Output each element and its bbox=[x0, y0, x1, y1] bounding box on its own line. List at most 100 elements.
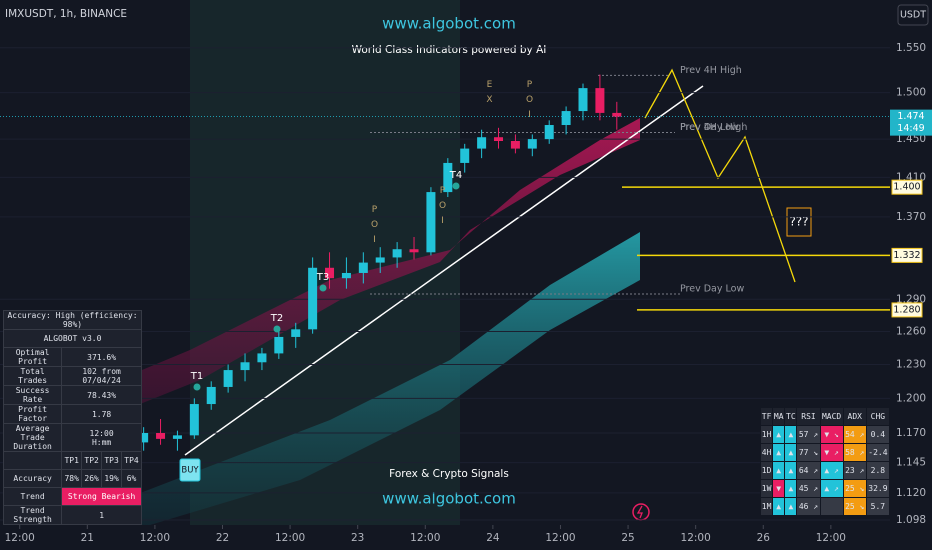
cell bbox=[2, 451, 63, 470]
monitor-row: 4H ▲ ▲ 77 ↘ ▼ ↗ 58 ↗ -2.4 bbox=[759, 443, 891, 462]
signal-label: T1 bbox=[190, 371, 203, 382]
candle-body bbox=[291, 329, 301, 337]
candle-body bbox=[139, 433, 149, 443]
x-tick-label: 21 bbox=[81, 532, 94, 544]
monitor-cell: 2.8 bbox=[865, 461, 891, 480]
candle-body bbox=[510, 141, 520, 149]
level-box bbox=[891, 179, 923, 195]
x-tick-label: 12:00 bbox=[410, 532, 440, 544]
cell: Average Trade Duration bbox=[2, 423, 63, 452]
candle-body bbox=[460, 148, 470, 163]
y-tick-label: 1.120 bbox=[896, 487, 926, 499]
cell: 371.6% bbox=[61, 347, 142, 367]
monitor-row: 1D ▲ ▲ 64 ↗ ▲ ↗ 23 ↗ 2.8 bbox=[759, 461, 891, 480]
projection-box bbox=[786, 207, 812, 237]
cell: Trend bbox=[2, 487, 63, 506]
cell: ALGOBOT v3.0 bbox=[3, 329, 142, 348]
cell: TP2 bbox=[81, 451, 103, 470]
reference-label: Prev 4H High bbox=[680, 65, 742, 76]
last-price-time: 14:49 bbox=[897, 123, 924, 134]
indicator-band bbox=[70, 118, 640, 432]
cell: Optimal Profit bbox=[2, 347, 63, 367]
candle-body bbox=[206, 386, 216, 405]
y-tick-label: 1.450 bbox=[896, 133, 926, 145]
x-tick-label: 12:00 bbox=[545, 532, 575, 544]
monitor-cell: 64 ↗ bbox=[796, 461, 821, 480]
candle-body bbox=[341, 272, 351, 279]
poi-label: EX bbox=[485, 80, 495, 110]
candle-body bbox=[426, 192, 436, 253]
level-label: 1.332 bbox=[893, 250, 920, 261]
monitor-header: MACD bbox=[819, 407, 844, 426]
y-tick-label: 1.170 bbox=[896, 427, 926, 439]
candle-body bbox=[578, 88, 588, 112]
price-axis-bg bbox=[890, 0, 932, 550]
x-tick-label: 12:00 bbox=[681, 532, 711, 544]
cell: TP4 bbox=[121, 451, 142, 470]
watermark-tagline: Forex & Crypto Signals bbox=[389, 468, 509, 480]
candle-body bbox=[544, 125, 554, 140]
monitor-header: CHG bbox=[865, 407, 891, 426]
monitor-cell: ▼ ↘ bbox=[819, 425, 844, 444]
watermark-url: www.algobot.com bbox=[382, 490, 516, 508]
monitor-cell: 0.4 bbox=[865, 425, 891, 444]
candle-body bbox=[612, 112, 622, 117]
reference-label: Prev Day Low bbox=[680, 283, 744, 294]
cell: TP1 bbox=[61, 451, 83, 470]
projection-label: ??? bbox=[789, 215, 808, 229]
reference-label: Prev 4H Low bbox=[680, 122, 739, 133]
poi-label: POI bbox=[438, 186, 448, 231]
watermark-url: www.algobot.com bbox=[382, 15, 516, 33]
candle-body bbox=[325, 267, 335, 279]
monitor-cell: 32.9 bbox=[865, 479, 891, 498]
cell: Strong Bearish bbox=[61, 487, 142, 506]
monitor-header: TF bbox=[759, 407, 774, 426]
monitor-cell bbox=[819, 497, 844, 516]
signal-label: T2 bbox=[270, 313, 283, 324]
cell: 78.43% bbox=[61, 385, 142, 405]
x-tick-label: 25 bbox=[621, 532, 634, 544]
cell: 102 from 07/04/24 bbox=[61, 366, 142, 386]
candle-body bbox=[240, 362, 250, 371]
monitor-cell: ▲ bbox=[784, 497, 798, 516]
monitor-cell: ▲ bbox=[772, 461, 786, 480]
cell: 12:00 H:mm bbox=[61, 423, 142, 452]
monitor-cell: 23 ↗ bbox=[842, 461, 867, 480]
last-price-label: 1.474 bbox=[897, 111, 924, 122]
cell: 78% bbox=[61, 469, 83, 488]
cell: Accuracy bbox=[2, 469, 63, 488]
cell: 19% bbox=[101, 469, 123, 488]
cell: Success Rate bbox=[2, 385, 63, 405]
candle-body bbox=[223, 370, 233, 387]
alert-icon-bolt bbox=[636, 505, 643, 519]
monitor-cell: ▲ bbox=[784, 461, 798, 480]
monitor-cell: ▲ bbox=[784, 479, 798, 498]
signal-label: BUY bbox=[181, 466, 199, 476]
monitor-header: TC bbox=[784, 407, 798, 426]
monitor-cell: ▲ bbox=[772, 425, 786, 444]
x-tick-label: 12:00 bbox=[275, 532, 305, 544]
monitor-cell: 4H bbox=[759, 443, 774, 462]
monitor-cell: ▼ ↗ bbox=[819, 443, 844, 462]
monitor-cell: ▲ bbox=[784, 443, 798, 462]
candle-body bbox=[392, 249, 402, 258]
y-tick-label: 1.145 bbox=[896, 457, 926, 469]
monitor-cell: 1H bbox=[759, 425, 774, 444]
cell: Total Trades bbox=[2, 366, 63, 386]
y-tick-label: 1.290 bbox=[896, 293, 926, 305]
level-box bbox=[891, 302, 923, 318]
cell: 1 bbox=[61, 505, 142, 525]
monitor-cell: 25 ↘ bbox=[842, 497, 867, 516]
candle-body bbox=[494, 137, 504, 142]
monitor-cell: ▲ bbox=[784, 425, 798, 444]
monitor-header: RSI bbox=[796, 407, 821, 426]
candle-body bbox=[477, 137, 487, 149]
monitor-cell: 1W bbox=[759, 479, 774, 498]
monitor-cell: 5.7 bbox=[865, 497, 891, 516]
y-tick-label: 1.098 bbox=[896, 514, 926, 526]
cell: Profit Factor bbox=[2, 404, 63, 424]
candle-body bbox=[189, 404, 199, 436]
candle-body bbox=[274, 336, 284, 354]
candle-body bbox=[409, 249, 419, 253]
monitor-cell: -2.4 bbox=[865, 443, 891, 462]
